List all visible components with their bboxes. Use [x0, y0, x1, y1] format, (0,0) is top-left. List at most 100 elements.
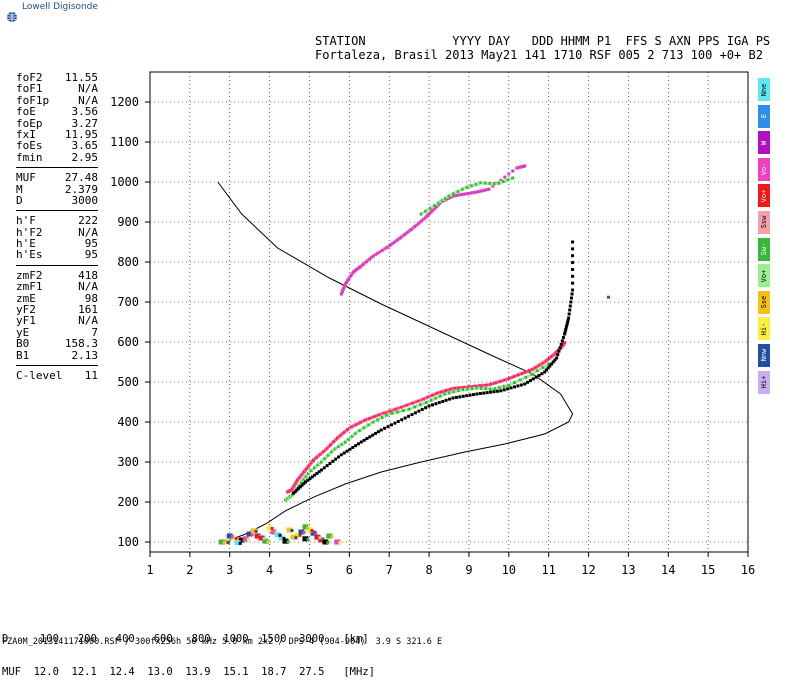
echo-trace-point	[352, 424, 356, 428]
echo-trace-point	[531, 367, 535, 371]
echo-trace-point	[319, 468, 323, 472]
echo-trace-point	[466, 191, 470, 195]
echo-trace-point	[498, 379, 502, 383]
echo-trace-point	[524, 375, 528, 379]
es-echo-block	[310, 529, 314, 532]
echo-trace-point	[461, 187, 465, 191]
y-tick-label: 1200	[110, 95, 139, 109]
echo-trace-point	[349, 273, 353, 277]
echo-trace-point	[544, 364, 548, 368]
echo-trace-point	[370, 255, 374, 259]
echo-trace-point	[487, 187, 491, 191]
echo-trace-point	[391, 241, 395, 245]
echo-trace-point	[366, 258, 370, 262]
echo-trace-point	[468, 387, 472, 391]
echo-trace-point	[399, 409, 403, 413]
echo-trace-point	[386, 425, 390, 429]
echo-trace-point	[520, 371, 524, 375]
echo-trace-point	[407, 414, 411, 418]
echo-trace-point	[342, 441, 346, 445]
echo-trace-point	[300, 483, 304, 487]
echo-trace-point	[505, 377, 509, 381]
echo-trace-point	[391, 408, 395, 412]
echo-trace-point	[522, 371, 526, 375]
x-tick-label: 9	[465, 563, 472, 577]
echo-trace-point	[499, 180, 503, 184]
echo-trace-point	[456, 193, 460, 197]
echo-trace-point	[320, 451, 324, 455]
echo-trace-point	[487, 383, 491, 387]
echo-trace-point	[347, 277, 351, 281]
echo-trace-point	[388, 409, 392, 413]
parameter-label: foF1p	[16, 93, 50, 107]
echo-trace-point	[393, 407, 397, 411]
echo-trace-point	[437, 391, 441, 395]
parameter-row: h'E 95	[16, 238, 98, 250]
echo-trace-point	[369, 421, 373, 425]
echo-trace-point	[319, 460, 323, 464]
echo-trace-point	[404, 231, 408, 235]
echo-trace-point	[433, 203, 437, 207]
echo-trace-point	[367, 423, 371, 427]
echo-trace-point	[403, 416, 407, 420]
echo-trace-point	[311, 467, 315, 471]
echo-trace-point	[515, 379, 519, 383]
echo-trace-point	[563, 332, 567, 336]
echo-trace-point	[565, 323, 569, 327]
echo-trace-point	[430, 393, 434, 397]
echo-trace-point	[463, 186, 467, 190]
es-echo-block	[298, 533, 302, 537]
es-echo-block	[314, 534, 321, 540]
es-echo-block	[258, 535, 265, 541]
y-tick-label: 700	[117, 295, 139, 309]
echo-trace-point	[449, 193, 453, 197]
echo-trace-point	[348, 436, 352, 440]
es-echo-block	[306, 537, 310, 541]
echo-trace-point	[473, 190, 477, 194]
echo-trace-point	[323, 457, 327, 461]
echo-trace-point	[302, 482, 306, 486]
echo-trace-point	[460, 193, 464, 197]
echo-trace-point	[450, 390, 454, 394]
echo-trace-point	[475, 190, 479, 194]
echo-trace-point	[475, 386, 479, 390]
echo-trace-point	[410, 406, 414, 410]
echo-trace-point	[399, 235, 403, 239]
echo-trace-point	[337, 445, 341, 449]
echo-trace-point	[396, 419, 400, 423]
es-echo-block	[246, 537, 250, 541]
parameter-label: D	[16, 193, 23, 207]
echo-trace-point	[383, 414, 387, 418]
echo-trace-point	[442, 197, 446, 201]
echo-trace-point	[521, 377, 525, 381]
echo-trace-point	[484, 387, 488, 391]
parameter-value: 3.56	[71, 105, 99, 119]
legend-label: E	[760, 113, 768, 119]
parameter-label: B0	[16, 337, 30, 351]
echo-trace-point	[510, 382, 514, 386]
echo-trace-point	[419, 403, 423, 407]
echo-trace-point	[376, 418, 380, 422]
legend-swatch: Ssw	[758, 210, 770, 234]
echo-trace-point	[321, 458, 325, 462]
parameter-row: yF1 N/A	[16, 314, 98, 328]
echo-trace-point	[342, 451, 346, 455]
echo-trace-point	[374, 253, 378, 257]
parameter-separator	[16, 264, 98, 266]
echo-trace-point	[331, 459, 335, 463]
echo-trace-point	[484, 383, 488, 387]
echo-trace-point	[511, 176, 515, 180]
echo-trace-point	[458, 193, 462, 197]
parameter-row: foF1 N/A	[16, 83, 98, 95]
echo-trace-point	[568, 304, 572, 308]
echo-trace-point	[470, 385, 474, 389]
echo-trace-point	[417, 409, 421, 413]
echo-trace-point	[426, 208, 430, 212]
parameter-label: yE	[16, 325, 30, 339]
echo-trace-point	[380, 415, 384, 419]
parameter-row: foEs 3.65	[16, 139, 98, 153]
parameter-label: foEs	[16, 139, 43, 153]
echo-trace-point	[383, 247, 387, 251]
parameter-value: N/A	[78, 314, 98, 328]
echo-trace-point	[510, 375, 514, 379]
